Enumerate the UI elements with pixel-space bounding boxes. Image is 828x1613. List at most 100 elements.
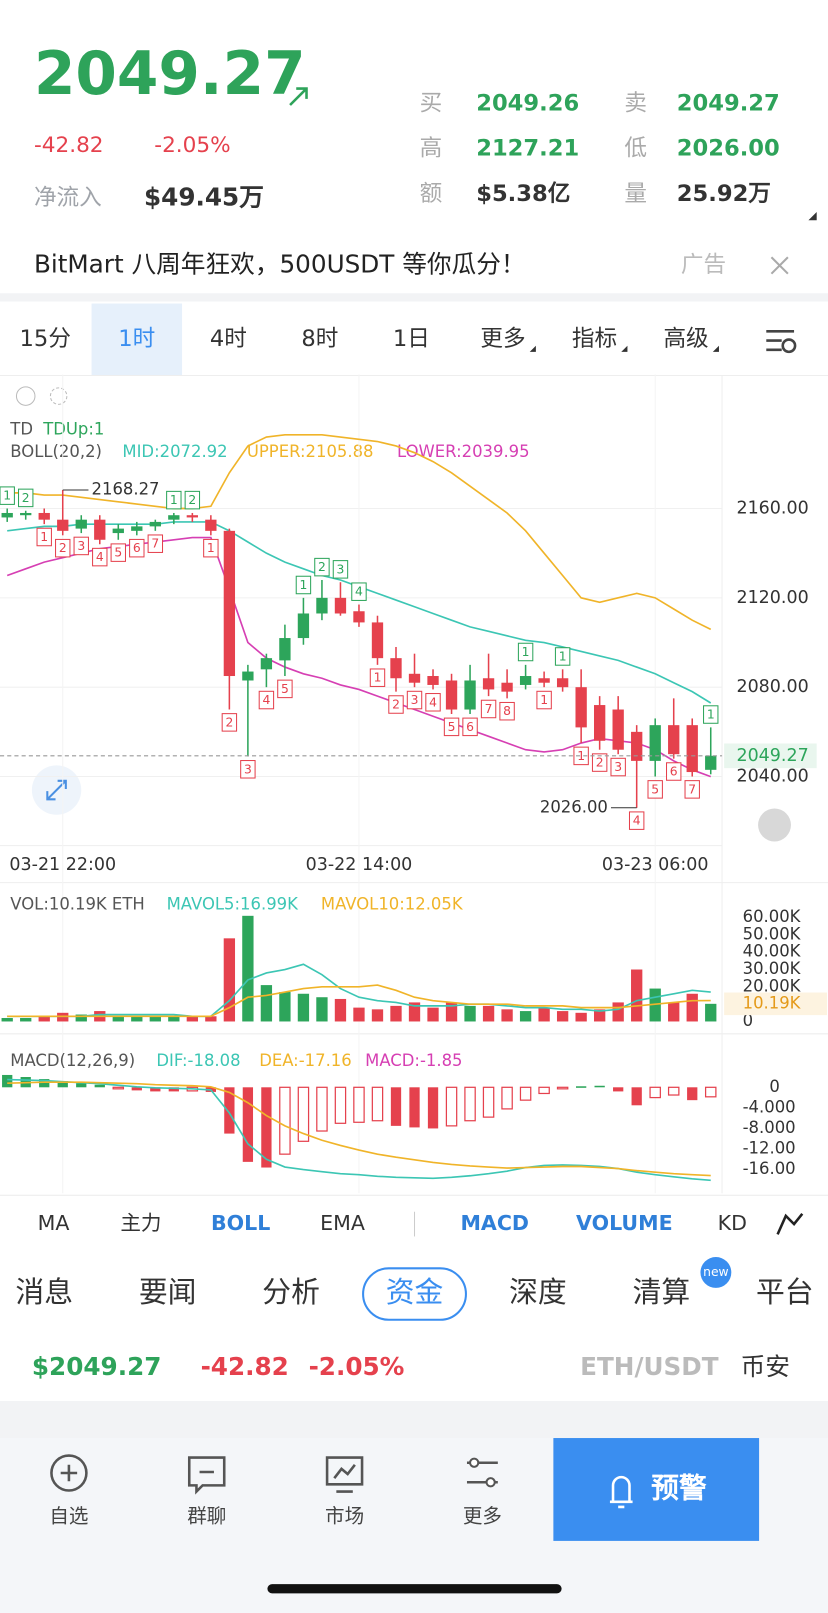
nav-icon[interactable]	[187, 1456, 226, 1495]
macd-bar	[631, 1087, 642, 1106]
td-box	[314, 557, 330, 577]
candle-body	[38, 512, 50, 520]
td-number: 1	[374, 671, 382, 685]
interval-tab[interactable]: 指标	[572, 326, 617, 352]
interval-tab[interactable]: 8时	[301, 326, 338, 352]
indicator-tab[interactable]: VOLUME	[576, 1211, 673, 1235]
nav-icon[interactable]	[466, 1457, 498, 1488]
td-number: 5	[281, 682, 289, 696]
news-tab[interactable]: 深度	[509, 1275, 567, 1309]
volume-bar	[445, 1002, 458, 1022]
td-number: 7	[151, 537, 159, 551]
news-tab[interactable]: 消息	[15, 1275, 73, 1309]
td-box	[258, 690, 275, 710]
candle-body	[297, 613, 310, 639]
volume-bar	[316, 997, 328, 1022]
td-number: 1	[170, 493, 178, 507]
stat-value: $5.38亿	[476, 181, 570, 207]
interval-tab[interactable]: 4时	[210, 326, 247, 352]
stat-label: 高	[420, 136, 443, 162]
indicator-icon[interactable]	[776, 1213, 804, 1235]
candle-body	[519, 676, 532, 685]
x-tick-label: 03-22 14:00	[306, 855, 413, 875]
netflow: $49.45万	[144, 183, 264, 212]
stat-label: 额	[420, 181, 443, 207]
settings-icon[interactable]	[49, 387, 68, 405]
interval-tab[interactable]: 1时	[118, 326, 155, 352]
volume-bar	[519, 1011, 532, 1022]
td-box	[647, 780, 663, 799]
jump-latest[interactable]	[758, 808, 791, 842]
td-number: 4	[96, 550, 104, 564]
macd-bar	[316, 1086, 328, 1132]
price: 2049.27	[34, 40, 306, 109]
interval-tab[interactable]: 高级	[663, 326, 708, 352]
upper-label: UPPER:2105.88	[247, 442, 374, 461]
volume-bar	[631, 969, 643, 1022]
interval-tab[interactable]: 更多	[480, 326, 525, 352]
td-number: 1	[540, 693, 548, 707]
candle-body	[94, 519, 106, 540]
mavol10-label: MAVOL10:12.05K	[321, 895, 464, 914]
nav-label[interactable]: 群聊	[187, 1505, 226, 1528]
interval-tab[interactable]: 15分	[20, 326, 71, 352]
chart-settings[interactable]	[766, 330, 797, 354]
stat-value: 25.92万	[677, 181, 771, 207]
td-number: 2	[188, 493, 196, 507]
ad-close[interactable]	[770, 256, 789, 275]
interval-tab[interactable]: 1日	[393, 326, 430, 352]
expand[interactable]	[808, 211, 817, 221]
news-tab[interactable]: 要闻	[139, 1275, 197, 1309]
volume-bar	[168, 1016, 180, 1022]
nav-label[interactable]: 市场	[325, 1505, 364, 1528]
alert-button[interactable]	[553, 1438, 760, 1541]
nav-label[interactable]: 自选	[49, 1505, 88, 1528]
volume-bar	[297, 993, 310, 1022]
indicator-tab[interactable]: MA	[38, 1211, 70, 1235]
volume-bar	[390, 1005, 402, 1022]
nav-icon[interactable]	[50, 1454, 88, 1492]
indicator-tab[interactable]: EMA	[320, 1211, 365, 1235]
macd-bar	[57, 1081, 68, 1088]
volume-tick-label: 50.00K	[743, 924, 802, 943]
candle-body	[445, 680, 458, 710]
volume-tick-label: 30.00K	[743, 959, 802, 978]
ticker-change-pct: -2.05%	[309, 1352, 405, 1381]
current-price-tag	[724, 743, 817, 769]
y-tick-label: 2040.00	[736, 767, 808, 787]
high-annotation: 2168.27	[92, 480, 160, 499]
macd-bar	[112, 1086, 125, 1090]
news-tab[interactable]: 分析	[262, 1275, 320, 1309]
td-number: 2	[318, 560, 326, 574]
news-tab[interactable]: 资金	[386, 1275, 444, 1309]
candle-body	[75, 519, 87, 529]
volume-bar	[57, 1012, 69, 1022]
volume-bar	[75, 1014, 87, 1022]
td-box	[129, 538, 145, 558]
nav-label[interactable]: 更多	[463, 1505, 502, 1528]
home-indicator	[267, 1584, 562, 1594]
change-pct: -2.05%	[154, 133, 230, 158]
volume-bar	[149, 1016, 161, 1022]
indicator-tab[interactable]: MACD	[460, 1211, 529, 1235]
indicator-tab[interactable]: KD	[718, 1211, 747, 1235]
macd-bar	[556, 1086, 569, 1090]
collapse-icon[interactable]	[15, 386, 36, 406]
candle-body	[168, 515, 180, 520]
macd-line	[7, 1078, 711, 1182]
td-number: 4	[262, 693, 270, 707]
news-tab[interactable]: 清算	[633, 1275, 691, 1309]
indicator-tab[interactable]: 主力	[120, 1211, 161, 1235]
nav-icon[interactable]	[325, 1456, 364, 1493]
td-box	[388, 695, 404, 714]
macd-bar	[464, 1086, 476, 1122]
indicator-tab[interactable]: BOLL	[211, 1211, 270, 1235]
boll-label: BOLL(20,2)	[10, 442, 102, 461]
volume-bar	[686, 993, 698, 1022]
news-tab[interactable]: 平台	[756, 1275, 814, 1309]
macd-bar	[667, 1086, 680, 1096]
td-box	[499, 701, 515, 721]
td-box	[443, 717, 460, 737]
candle-body	[371, 622, 384, 659]
ad-text[interactable]: BitMart 八周年狂欢，500USDT 等你瓜分！	[34, 249, 526, 278]
